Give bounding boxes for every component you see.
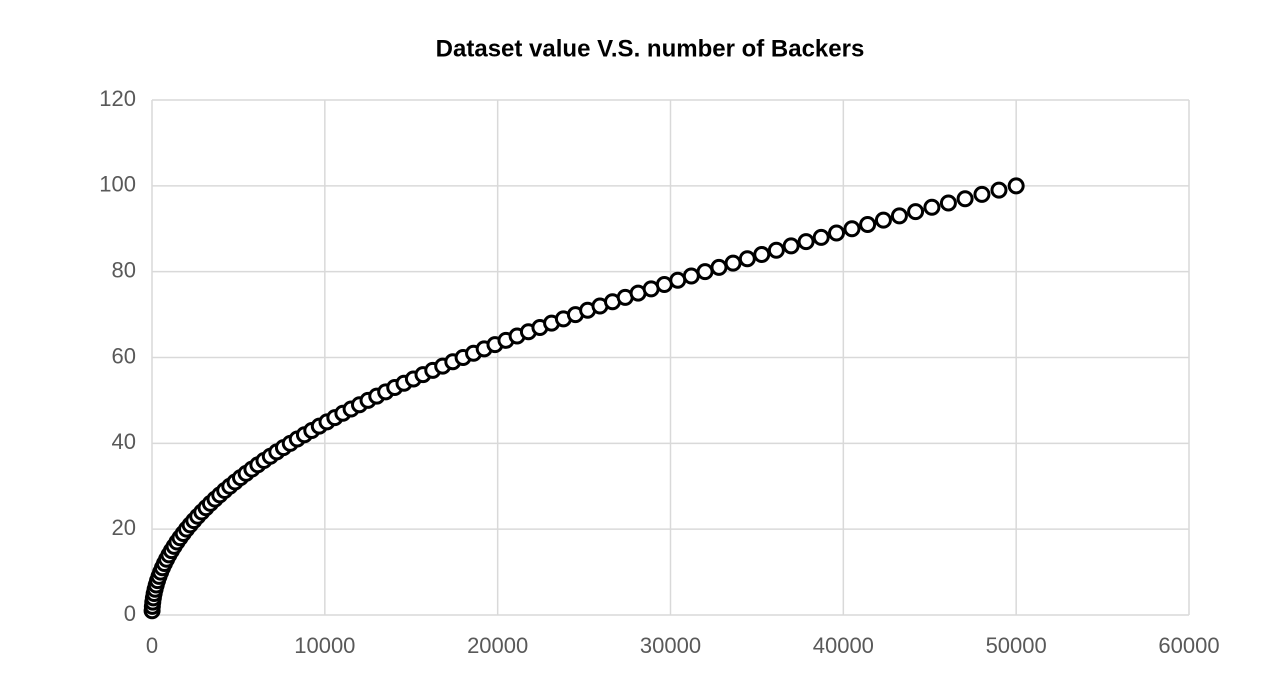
y-tick-label: 120 <box>99 86 136 111</box>
point <box>874 211 892 229</box>
point <box>738 250 756 268</box>
x-tick-label: 30000 <box>640 633 701 658</box>
point <box>907 203 925 221</box>
point <box>753 246 771 263</box>
point <box>828 224 846 242</box>
point <box>956 190 974 208</box>
point <box>710 258 728 276</box>
point <box>812 228 830 246</box>
point <box>859 215 877 233</box>
point <box>782 237 800 255</box>
point <box>797 233 815 251</box>
point <box>669 271 687 289</box>
point <box>923 198 941 216</box>
y-tick-label: 60 <box>112 343 136 368</box>
chart-title: Dataset value V.S. number of Backers <box>436 35 865 62</box>
point <box>973 185 991 203</box>
point <box>682 267 700 285</box>
y-tick-label: 0 <box>124 601 136 626</box>
x-tick-label: 40000 <box>813 633 874 658</box>
point <box>655 276 673 294</box>
point <box>843 220 861 238</box>
point <box>767 241 785 259</box>
y-tick-label: 40 <box>112 429 136 454</box>
y-tick-label: 80 <box>112 257 136 282</box>
point <box>724 254 742 272</box>
point <box>990 181 1008 199</box>
x-tick-label: 20000 <box>467 633 528 658</box>
point <box>939 194 957 212</box>
x-tick-label: 60000 <box>1158 633 1219 658</box>
point <box>890 207 908 225</box>
x-tick-label: 0 <box>146 633 158 658</box>
x-tick-label: 10000 <box>294 633 355 658</box>
y-tick-label: 100 <box>99 172 136 197</box>
y-tick-label: 20 <box>112 515 136 540</box>
x-tick-label: 50000 <box>986 633 1047 658</box>
point <box>696 263 714 281</box>
point <box>1007 177 1025 195</box>
